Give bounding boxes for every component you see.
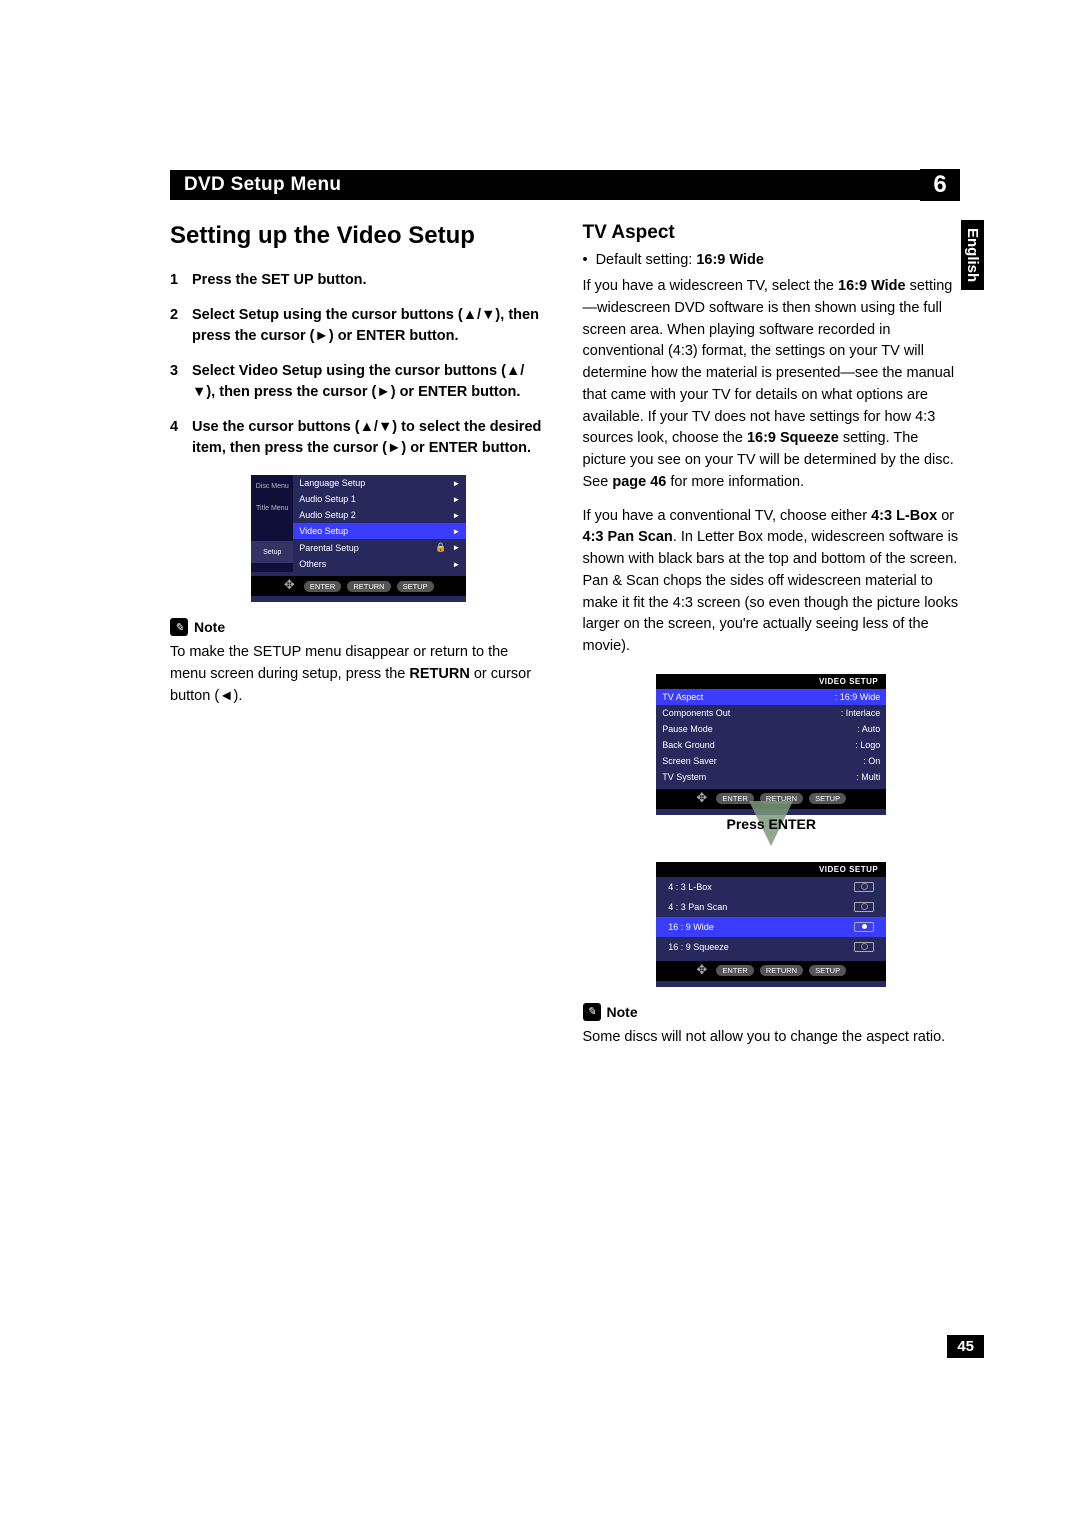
osd-row: Language Setup► xyxy=(293,475,466,491)
osd-setup-menu: Disc Menu Title Menu Setup Language Setu… xyxy=(251,475,466,602)
page-number: 45 xyxy=(947,1335,984,1358)
paragraph-1: If you have a widescreen TV, select the … xyxy=(583,276,961,494)
step-2: Select Setup using the cursor buttons (▲… xyxy=(170,305,548,347)
osd-row: Parental Setup🔒► xyxy=(293,539,466,556)
note-header: ✎ Note xyxy=(170,618,548,636)
dpad-icon xyxy=(696,964,710,978)
osd-buttons: ENTER RETURN SETUP xyxy=(251,576,466,596)
right-column: TV Aspect Default setting: 16:9 Wide If … xyxy=(583,222,961,1049)
osd-row: Screen Saver: On xyxy=(656,753,886,769)
osd-option: 4 : 3 Pan Scan xyxy=(656,897,886,917)
content-columns: Setting up the Video Setup Press the SET… xyxy=(170,222,960,1049)
dpad-icon xyxy=(696,792,710,806)
note-text: Some discs will not allow you to change … xyxy=(583,1027,961,1049)
step-3: Select Video Setup using the cursor butt… xyxy=(170,361,548,403)
step-4: Use the cursor buttons (▲/▼) to select t… xyxy=(170,417,548,459)
chapter-title: DVD Setup Menu xyxy=(170,174,341,196)
osd-row: Pause Mode: Auto xyxy=(656,721,886,737)
osd-row: Video Setup► xyxy=(293,523,466,539)
osd-row: Components Out: Interlace xyxy=(656,705,886,721)
dpad-icon xyxy=(284,579,298,593)
note-icon: ✎ xyxy=(583,1003,601,1021)
osd-row: Others► xyxy=(293,556,466,572)
osd-option: 16 : 9 Squeeze xyxy=(656,937,886,957)
sub-title: TV Aspect xyxy=(583,222,961,244)
note-icon: ✎ xyxy=(170,618,188,636)
osd-row: Audio Setup 1► xyxy=(293,491,466,507)
left-column: Setting up the Video Setup Press the SET… xyxy=(170,222,548,1049)
note-text: To make the SETUP menu disappear or retu… xyxy=(170,642,548,707)
osd-aspect-options: VIDEO SETUP 4 : 3 L-Box4 : 3 Pan Scan16 … xyxy=(656,862,886,987)
language-tab: English xyxy=(961,220,984,290)
osd-row: Back Ground: Logo xyxy=(656,737,886,753)
steps-list: Press the SET UP button. Select Setup us… xyxy=(170,270,548,459)
osd-video-setup: VIDEO SETUP TV Aspect: 16:9 WideComponen… xyxy=(656,674,886,815)
osd-buttons: ENTER RETURN SETUP xyxy=(656,961,886,981)
note-header: ✎ Note xyxy=(583,1003,961,1021)
paragraph-2: If you have a conventional TV, choose ei… xyxy=(583,506,961,658)
default-setting: Default setting: 16:9 Wide xyxy=(583,252,961,268)
section-title: Setting up the Video Setup xyxy=(170,222,548,250)
osd-row: TV System: Multi xyxy=(656,769,886,785)
osd-option: 16 : 9 Wide xyxy=(656,917,886,937)
osd-main: Language Setup►Audio Setup 1►Audio Setup… xyxy=(293,475,466,572)
step-1: Press the SET UP button. xyxy=(170,270,548,291)
chapter-header: DVD Setup Menu 6 xyxy=(170,170,960,200)
osd-row: Audio Setup 2► xyxy=(293,507,466,523)
osd-sidebar: Disc Menu Title Menu Setup xyxy=(251,475,293,572)
osd-row: TV Aspect: 16:9 Wide xyxy=(656,689,886,705)
osd-option: 4 : 3 L-Box xyxy=(656,877,886,897)
press-enter-label: Press ENTER xyxy=(583,816,961,832)
chapter-number: 6 xyxy=(920,169,960,201)
page: DVD Setup Menu 6 Setting up the Video Se… xyxy=(0,0,1080,1109)
